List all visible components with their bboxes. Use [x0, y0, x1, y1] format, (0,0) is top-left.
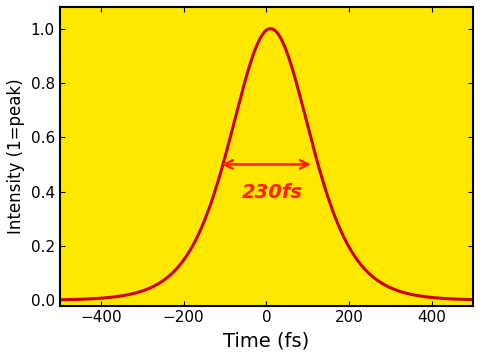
Y-axis label: Intensity (1=peak): Intensity (1=peak): [7, 79, 25, 234]
X-axis label: Time (fs): Time (fs): [223, 331, 310, 350]
Text: 230fs: 230fs: [242, 183, 303, 202]
